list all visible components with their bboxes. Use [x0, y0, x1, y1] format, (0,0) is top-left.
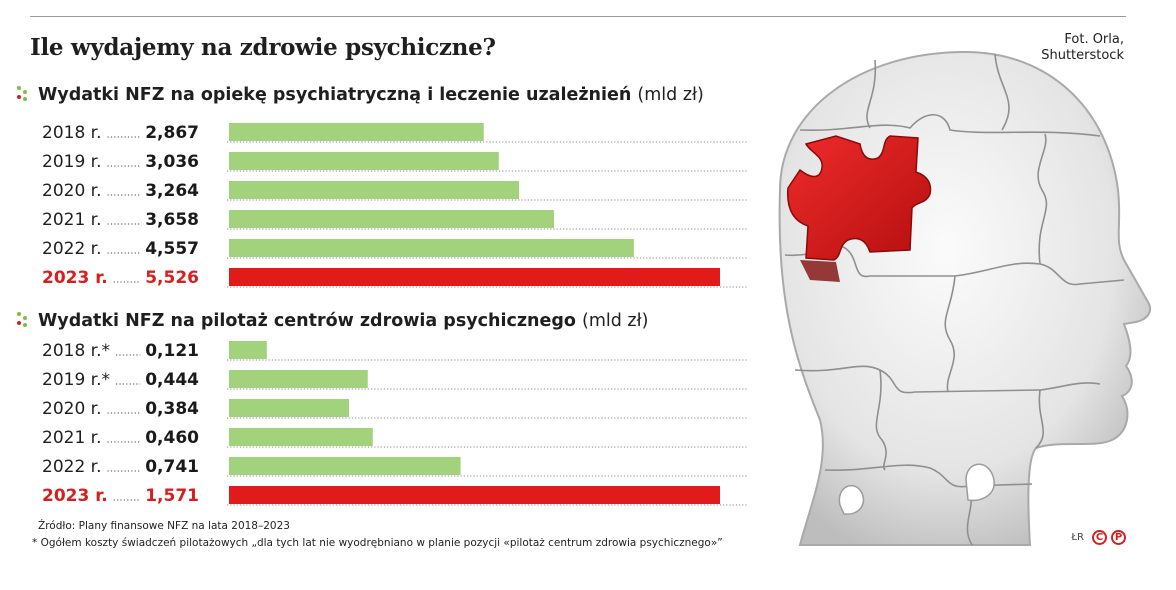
- bar: [229, 268, 720, 286]
- category-label: 2018 r.*: [42, 341, 110, 361]
- value-label: 0,384: [145, 399, 199, 419]
- footnotes: Źródło: Plany finansowe NFZ na lata 2018…: [32, 518, 723, 552]
- section-2-title-text: Wydatki NFZ na pilotaż centrów zdrowia p…: [38, 311, 576, 331]
- category-label: 2023 r.: [42, 268, 108, 288]
- bar: [229, 152, 499, 170]
- section-2-unit: (mld zł): [582, 311, 649, 331]
- bar: [229, 457, 461, 475]
- top-rule: [30, 16, 1126, 17]
- bar: [229, 210, 555, 228]
- logo-letter-c: C: [1092, 530, 1107, 545]
- value-label: 3,658: [145, 210, 199, 230]
- category-label: 2021 r.: [42, 210, 102, 230]
- bar: [229, 486, 720, 504]
- bar: [229, 399, 350, 417]
- source-note: Źródło: Plany finansowe NFZ na lata 2018…: [38, 520, 290, 532]
- publisher-logo: ŁR C P: [1071, 530, 1126, 545]
- bullet-icon: [16, 311, 30, 327]
- category-label: 2019 r.*: [42, 370, 110, 390]
- value-label: 0,121: [145, 341, 199, 361]
- puzzle-head-illustration: [778, 50, 1152, 546]
- bar: [229, 239, 634, 257]
- category-label: 2022 r.: [42, 457, 102, 477]
- section-1-title-text: Wydatki NFZ na opiekę psychiatryczną i l…: [38, 85, 632, 105]
- author-tag: ŁR: [1071, 532, 1084, 543]
- category-label: 2020 r.: [42, 181, 102, 201]
- category-label: 2022 r.: [42, 239, 102, 259]
- value-label: 2,867: [145, 123, 199, 143]
- bar: [229, 370, 368, 388]
- logo-letter-p: P: [1111, 530, 1126, 545]
- value-label: 1,571: [145, 486, 199, 506]
- chart-psychiatric-care: 2018 r. 2,867 2019 r. 3,036 2020 r. 3,264 2021…: [42, 123, 748, 288]
- chart-mental-health-centers: 2018 r.* 0,121 2019 r.* 0,444 2020 r. 0,384 20…: [42, 341, 748, 506]
- value-label: 0,444: [145, 370, 199, 390]
- section-1-title: Wydatki NFZ na opiekę psychiatryczną i l…: [16, 84, 704, 105]
- bar: [229, 428, 373, 446]
- value-label: 0,741: [145, 457, 199, 477]
- category-label: 2019 r.: [42, 152, 102, 172]
- category-label: 2023 r.: [42, 486, 108, 506]
- credit-line-2: Shutterstock: [1041, 48, 1124, 63]
- category-label: 2021 r.: [42, 428, 102, 448]
- value-label: 3,264: [145, 181, 199, 201]
- value-label: 5,526: [145, 268, 199, 288]
- bar: [229, 181, 520, 199]
- value-label: 4,557: [145, 239, 199, 259]
- category-label: 2018 r.: [42, 123, 102, 143]
- credit-line-1: Fot. Orla,: [1064, 32, 1124, 47]
- section-2-title: Wydatki NFZ na pilotaż centrów zdrowia p…: [16, 310, 648, 331]
- asterisk-note: * Ogółem koszty świadczeń pilotażowych „…: [32, 537, 723, 549]
- bullet-icon: [16, 85, 30, 101]
- photo-credit: Fot. Orla, Shutterstock: [1041, 32, 1124, 64]
- value-label: 0,460: [145, 428, 199, 448]
- value-label: 3,036: [145, 152, 199, 172]
- category-label: 2020 r.: [42, 399, 102, 419]
- section-1-unit: (mld zł): [637, 85, 704, 105]
- bar: [229, 123, 484, 141]
- page-title: Ile wydajemy na zdrowie psychiczne?: [30, 34, 496, 61]
- bar: [229, 341, 267, 359]
